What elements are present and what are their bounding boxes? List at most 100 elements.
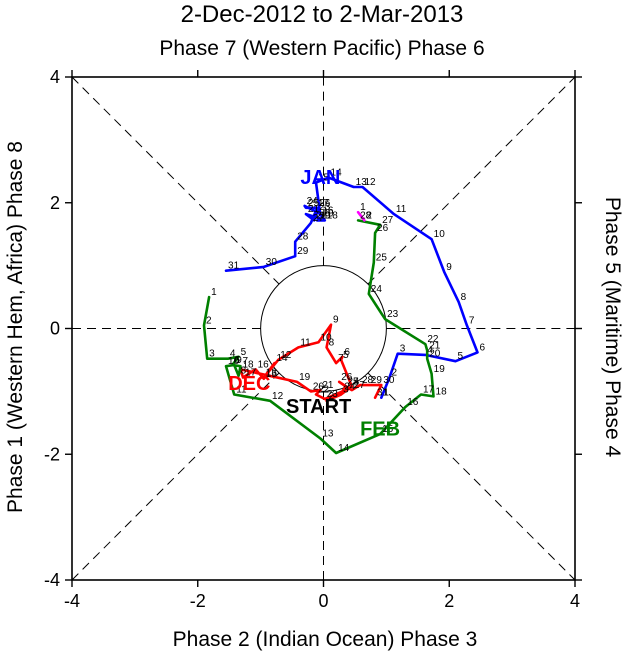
day-label: 27 [382, 215, 394, 226]
series-line-dec [239, 323, 383, 403]
day-label: 28 [360, 210, 372, 221]
day-label: 7 [243, 356, 249, 367]
day-label: 10 [434, 229, 446, 240]
day-label: 22 [316, 210, 328, 221]
day-label: 12 [280, 350, 292, 361]
day-label: 18 [436, 386, 448, 397]
day-label: 14 [276, 353, 288, 364]
day-label: 15 [382, 424, 394, 435]
day-label: 30 [266, 257, 278, 268]
series-line-jan [224, 176, 479, 400]
month-label-feb: FEB [360, 418, 400, 440]
day-label: 5 [343, 350, 349, 361]
day-label: 3 [343, 385, 349, 396]
x-tick-label: 0 [318, 591, 328, 611]
day-label: 2 [206, 315, 212, 326]
day-label: 14 [338, 443, 350, 454]
x-tick-label: 2 [444, 591, 454, 611]
day-label: 21 [322, 380, 334, 391]
y-tick-label: 0 [50, 319, 60, 339]
day-label: 6 [234, 355, 240, 366]
chart-title: 2-Dec-2012 to 2-Mar-2013 [181, 1, 464, 28]
day-label: 2 [329, 391, 335, 402]
y-tick-label: 2 [50, 193, 60, 213]
day-label: 8 [241, 366, 247, 377]
day-label: 15 [266, 369, 278, 380]
day-label: 16 [322, 205, 334, 216]
day-label: 4 [354, 376, 360, 387]
day-label: 20 [322, 208, 334, 219]
plot-frame [71, 76, 576, 581]
day-label: 29 [371, 375, 383, 386]
day-label: 30 [383, 375, 395, 386]
day-label: 2 [392, 368, 398, 379]
y-axis-label-left: Phase 1 (Western Hem, Africa) Phase 8 [4, 141, 27, 513]
y-axis-label-right: Phase 5 (Maritime) Phase 4 [601, 197, 624, 458]
day-label: 17 [318, 198, 330, 209]
day-label: 25 [376, 252, 388, 263]
unit-circle [260, 265, 387, 392]
series-line-feb [202, 219, 435, 455]
day-label: 3 [400, 344, 406, 355]
day-label: 12 [272, 391, 284, 402]
day-label: 18 [327, 210, 339, 221]
day-label: 9 [446, 262, 452, 273]
day-label: 1 [360, 202, 366, 213]
day-label: 3 [209, 349, 215, 360]
day-label: 18 [243, 359, 255, 370]
day-label: 10 [320, 332, 332, 343]
day-label: 1 [383, 388, 389, 399]
day-label: 21 [429, 341, 441, 352]
day-label: 8 [329, 337, 335, 348]
day-label: 17 [245, 368, 257, 379]
day-label: 24 [344, 381, 356, 392]
day-label: 13 [356, 177, 368, 188]
guide-line-5 [367, 76, 576, 285]
day-label: 17 [423, 385, 435, 396]
x-tick-label: -2 [190, 591, 206, 611]
day-label: 22 [427, 334, 439, 345]
day-label: 24 [307, 196, 319, 207]
day-label: 13 [322, 429, 334, 440]
day-label: 11 [396, 204, 407, 215]
phase-guide-lines [71, 76, 576, 581]
day-label: 6 [480, 342, 486, 353]
day-label: 21 [308, 204, 320, 215]
day-label: 9 [236, 355, 242, 366]
day-label: 26 [319, 198, 331, 209]
day-label: 2 [366, 210, 372, 221]
day-label: 20 [429, 349, 441, 360]
day-label: 16 [407, 397, 419, 408]
day-label: 23 [319, 202, 331, 213]
y-tick-label: -4 [44, 570, 60, 590]
day-label: 26 [377, 223, 389, 234]
x-tick-label: -4 [64, 591, 80, 611]
day-label: 12 [364, 177, 376, 188]
day-label: 20 [313, 381, 325, 392]
day-label: 24 [371, 284, 383, 295]
x-tick-label: 4 [570, 591, 580, 611]
day-label: 25 [308, 198, 320, 209]
day-label: 29 [297, 246, 309, 257]
chart-subtitle: Phase 7 (Western Pacific) Phase 6 [159, 37, 484, 60]
day-label: 19 [319, 210, 331, 221]
day-label: 9 [333, 315, 339, 326]
series-group [202, 176, 479, 455]
day-label: 4 [427, 345, 433, 356]
day-label: 14 [331, 168, 343, 179]
day-label: 28 [362, 375, 374, 386]
x-axis-label: Phase 2 (Indian Ocean) Phase 3 [173, 628, 478, 651]
series-line-mar [356, 210, 366, 222]
day-label: 6 [344, 347, 350, 358]
day-label: 31 [228, 261, 240, 272]
day-labels: 2345678910111213141516171819202122232425… [206, 168, 486, 454]
guide-line-7 [367, 372, 576, 581]
day-label: 5 [241, 347, 247, 358]
day-label: 19 [434, 364, 446, 375]
day-label: 26 [341, 372, 353, 383]
day-label: 23 [327, 389, 339, 400]
y-tick-label: 4 [50, 67, 60, 87]
month-label-jan: JAN [300, 167, 340, 189]
month-label-dec: DEC [228, 373, 270, 395]
